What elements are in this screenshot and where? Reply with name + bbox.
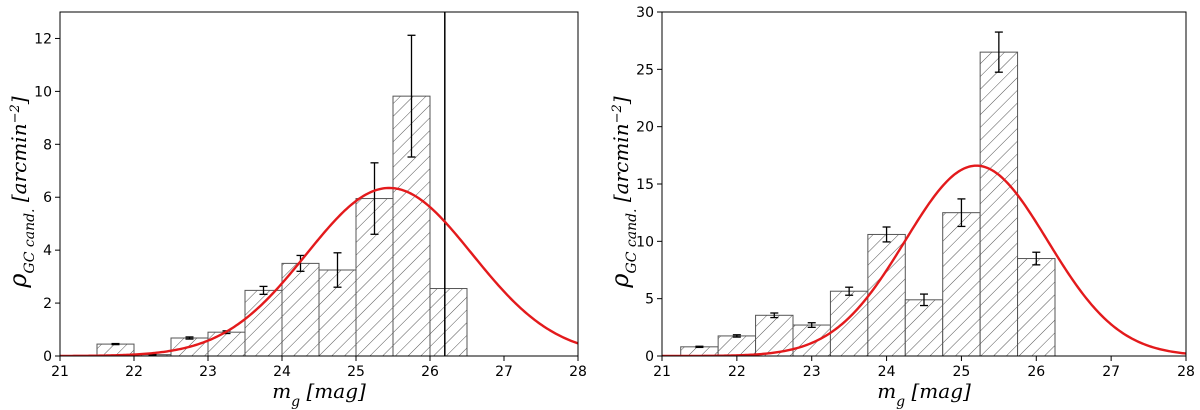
x-tick-label: 25 — [347, 364, 365, 380]
histogram-bar — [1017, 258, 1056, 357]
x-tick-label: 28 — [1177, 364, 1195, 380]
x-axis-label: mg [mag] — [877, 379, 971, 410]
y-tick-label: 8 — [43, 137, 52, 153]
y-tick-label: 10 — [34, 84, 52, 100]
error-bar — [920, 293, 928, 307]
error-bar — [807, 322, 816, 328]
histogram-bar — [717, 335, 757, 357]
x-tick-label: 22 — [125, 364, 143, 380]
histogram-bar — [829, 290, 869, 357]
histogram-bar — [244, 289, 283, 357]
error-bar — [732, 334, 741, 338]
y-tick-label: 20 — [636, 120, 654, 136]
error-bar — [296, 254, 305, 272]
error-bar — [259, 285, 268, 295]
y-tick-label: 4 — [43, 243, 52, 259]
x-tick-label: 27 — [1102, 364, 1120, 380]
x-tick-label: 22 — [728, 364, 746, 380]
error-bar — [111, 342, 120, 346]
error-bar — [1032, 251, 1041, 266]
y-tick-label: 12 — [34, 31, 52, 47]
histogram-bar — [429, 288, 468, 357]
error-bar — [695, 345, 704, 349]
gaussian-fit-curve — [662, 164, 1186, 356]
error-bar — [407, 34, 416, 158]
error-bar — [770, 312, 779, 319]
y-tick-label: 30 — [636, 5, 654, 21]
y-tick-label: 0 — [43, 349, 52, 365]
x-tick-label: 23 — [803, 364, 821, 380]
x-tick-label: 26 — [1027, 364, 1045, 380]
y-tick-label: 5 — [645, 292, 654, 308]
error-bar — [370, 162, 379, 235]
x-tick-label: 25 — [953, 364, 971, 380]
y-tick-label: 15 — [636, 177, 654, 193]
error-bar — [845, 286, 854, 296]
x-tick-label: 21 — [51, 364, 69, 380]
right-histogram-panel: 21 22 23 24 25 26 27 28 0 5 10 15 20 25 30 mg [mag] ρGC … — [606, 5, 1195, 410]
x-axis-label: mg [mag] — [272, 379, 366, 410]
x-tick-label: 28 — [569, 364, 587, 380]
y-tick-label: 25 — [636, 62, 654, 78]
histogram-bar — [979, 51, 1019, 357]
x-tick-label: 24 — [273, 364, 291, 380]
y-tick-label: 6 — [43, 190, 52, 206]
gaussian-fit-curve — [60, 186, 578, 356]
x-tick-label: 27 — [495, 364, 513, 380]
histogram-bar — [904, 299, 944, 357]
y-axis-label: ρGC cand. [arcmin−2] — [606, 96, 640, 288]
y-tick-label: 2 — [43, 296, 52, 312]
x-tick-label: 24 — [878, 364, 896, 380]
error-bar — [994, 31, 1003, 73]
error-bar — [185, 336, 194, 340]
x-tick-label: 26 — [421, 364, 439, 380]
histogram-bar — [867, 233, 906, 357]
error-bar — [957, 198, 966, 228]
error-bar — [882, 226, 891, 243]
histogram-bar — [792, 324, 831, 357]
histogram-bar — [207, 331, 246, 357]
histogram-bar — [942, 212, 981, 357]
error-bar — [333, 252, 342, 288]
y-axis-label: ρGC cand. [arcmin−2] — [4, 96, 38, 288]
plot-frame — [59, 11, 579, 357]
x-tick-label: 21 — [653, 364, 671, 380]
x-tick-label: 23 — [199, 364, 217, 380]
y-tick-label: 0 — [645, 349, 654, 365]
y-tick-label: 10 — [636, 234, 654, 250]
